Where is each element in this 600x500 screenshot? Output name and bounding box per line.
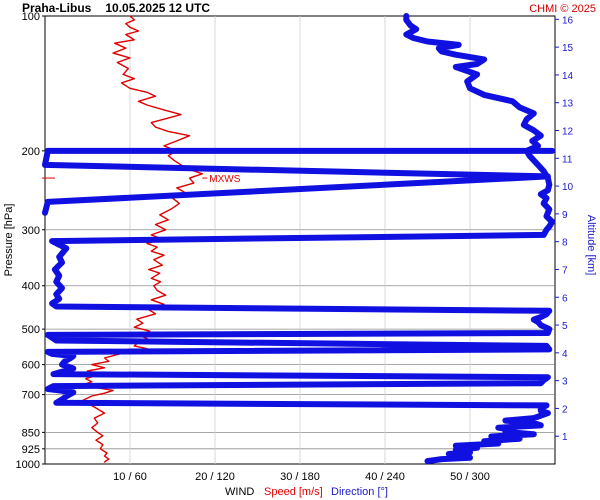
altitude-tick-label: 16 <box>562 15 574 26</box>
pressure-tick-label: 850 <box>22 427 40 439</box>
altitude-tick-label: 4 <box>562 349 568 360</box>
altitude-tick-label: 13 <box>562 99 574 110</box>
series-layer <box>42 13 556 465</box>
pressure-tick-label: 400 <box>22 281 40 293</box>
altitude-tick-label: 8 <box>562 238 568 249</box>
title-station: Praha-Libus <box>22 1 92 15</box>
chart-title: Praha-Libus 10.05.2025 12 UTC <box>22 1 210 15</box>
wind-tick-label: 50 / 300 <box>450 471 490 483</box>
altitude-tick-label: 6 <box>562 293 568 304</box>
direction-series-line <box>42 147 556 216</box>
altitude-tick-label: 3 <box>562 377 568 388</box>
pressure-tick-label: 925 <box>22 444 40 456</box>
wind-tick-label: 30 / 180 <box>280 471 320 483</box>
pressure-tick-label: 700 <box>22 390 40 402</box>
y-axis-label: Pressure [hPa] <box>3 204 15 277</box>
pressure-tick-label: 1000 <box>16 459 40 471</box>
pressure-tick-label: 500 <box>22 324 40 336</box>
y2-axis-label: Altitude [km] <box>585 215 597 276</box>
annotations: MXWS <box>42 174 241 185</box>
wind-tick-label: 20 / 120 <box>195 471 235 483</box>
altitude-tick-label: 1 <box>562 432 568 443</box>
x-label-speed: Speed [m/s] <box>264 486 323 498</box>
altitude-tick-label: 15 <box>562 43 574 54</box>
x-label-direction: Direction [°] <box>331 486 388 498</box>
pressure-tick-label: 600 <box>22 360 40 372</box>
x-label-wind: WIND <box>225 486 254 498</box>
altitude-tick-label: 10 <box>562 182 574 193</box>
altitude-tick-label: 5 <box>562 321 568 332</box>
x-axis-label: WIND Speed [m/s] Direction [°] <box>225 486 388 498</box>
pressure-ticks: 100 200 300 400 500 600 700 850 925 1000 <box>16 11 45 471</box>
wind-tick-label: 10 / 60 <box>113 471 147 483</box>
pressure-tick-label: 200 <box>22 146 40 158</box>
speed-series-line <box>82 15 204 463</box>
altitude-tick-label: 2 <box>562 404 568 415</box>
altitude-tick-label: 14 <box>562 71 574 82</box>
wind-ticks: 10 / 60 20 / 120 30 / 180 40 / 240 50 / 300 <box>113 471 490 483</box>
direction-series-line <box>44 13 556 465</box>
credit-text: CHMI © 2025 <box>529 3 596 15</box>
pressure-tick-label: 100 <box>22 11 40 23</box>
pressure-tick-label: 300 <box>22 225 40 237</box>
altitude-tick-label: 11 <box>562 154 573 165</box>
mxws-label: MXWS <box>209 174 240 185</box>
altitude-tick-label: 7 <box>562 265 568 276</box>
wind-tick-label: 40 / 240 <box>365 471 405 483</box>
title-datetime: 10.05.2025 12 UTC <box>105 1 210 15</box>
altitude-tick-label: 12 <box>562 127 574 138</box>
altitude-tick-label: 9 <box>562 210 568 221</box>
